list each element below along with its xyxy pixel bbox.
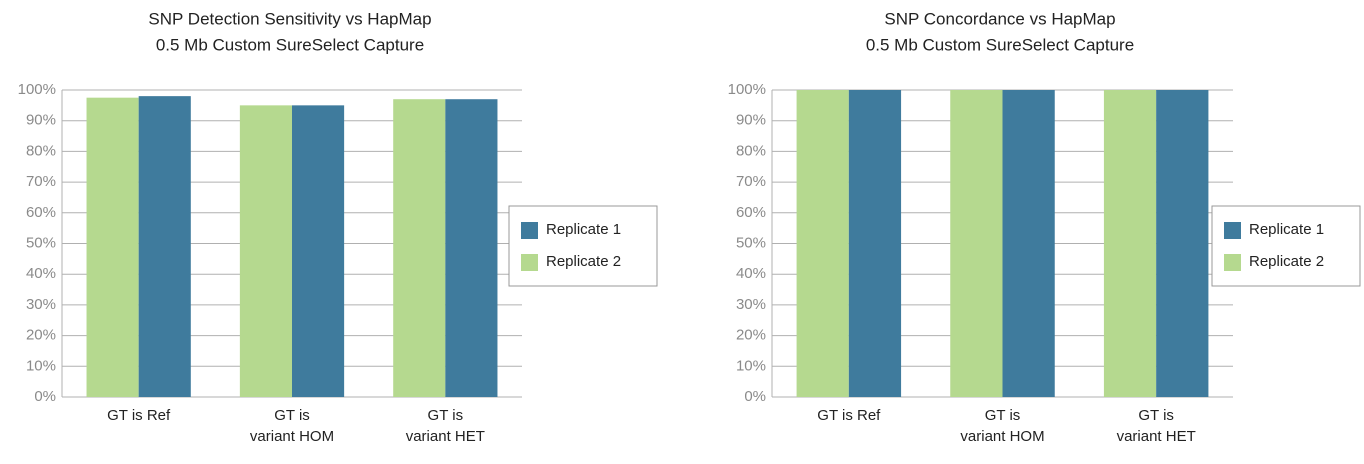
legend-box bbox=[508, 205, 658, 287]
bar bbox=[1156, 90, 1209, 397]
x-tick-label: GT is Ref bbox=[107, 407, 171, 424]
legend-box bbox=[1211, 205, 1361, 287]
y-tick-label: 100% bbox=[18, 81, 56, 98]
legend-label: Replicate 1 bbox=[1249, 221, 1324, 238]
bar bbox=[445, 99, 498, 398]
x-tick-label: variant HET bbox=[406, 428, 485, 445]
bar bbox=[393, 99, 446, 398]
x-tick-label: GT is Ref bbox=[817, 407, 881, 424]
y-tick-label: 20% bbox=[736, 327, 766, 344]
chart-subtitle: 0.5 Mb Custom SureSelect Capture bbox=[866, 35, 1134, 54]
bar bbox=[796, 90, 849, 397]
y-tick-label: 20% bbox=[26, 327, 56, 344]
bar bbox=[138, 96, 191, 397]
y-tick-label: 30% bbox=[736, 296, 766, 313]
y-tick-label: 80% bbox=[736, 142, 766, 159]
x-tick-label: variant HET bbox=[1117, 428, 1196, 445]
y-tick-label: 60% bbox=[736, 204, 766, 221]
legend-swatch bbox=[1224, 222, 1241, 239]
y-tick-label: 90% bbox=[736, 112, 766, 129]
x-tick-label: variant HOM bbox=[960, 428, 1044, 445]
bar bbox=[292, 105, 345, 397]
y-tick-label: 100% bbox=[728, 81, 766, 98]
y-tick-label: 70% bbox=[736, 173, 766, 190]
legend-label: Replicate 2 bbox=[1249, 253, 1324, 270]
legend-swatch bbox=[1224, 254, 1241, 271]
chart-subtitle: 0.5 Mb Custom SureSelect Capture bbox=[156, 35, 424, 54]
y-tick-label: 90% bbox=[26, 112, 56, 129]
y-tick-label: 30% bbox=[26, 296, 56, 313]
y-tick-label: 0% bbox=[744, 388, 766, 405]
bar bbox=[86, 97, 139, 398]
x-tick-label: variant HOM bbox=[250, 428, 334, 445]
bar bbox=[848, 90, 902, 397]
legend-swatch bbox=[521, 222, 538, 239]
chart-title: SNP Detection Sensitivity vs HapMap bbox=[148, 9, 431, 28]
bar bbox=[239, 105, 292, 397]
y-tick-label: 80% bbox=[26, 142, 56, 159]
x-tick-label: GT is bbox=[1138, 407, 1174, 424]
y-tick-label: 50% bbox=[26, 234, 56, 251]
legend-swatch bbox=[521, 254, 538, 271]
x-tick-label: GT is bbox=[274, 407, 310, 424]
y-tick-label: 50% bbox=[736, 234, 766, 251]
x-tick-label: GT is bbox=[985, 407, 1021, 424]
y-tick-label: 40% bbox=[736, 265, 766, 282]
y-tick-label: 0% bbox=[34, 388, 56, 405]
chart-title: SNP Concordance vs HapMap bbox=[884, 9, 1115, 28]
legend-label: Replicate 1 bbox=[546, 221, 621, 238]
bar bbox=[950, 90, 1003, 397]
y-tick-label: 60% bbox=[26, 204, 56, 221]
legend-label: Replicate 2 bbox=[546, 253, 621, 270]
bar bbox=[1103, 90, 1157, 397]
y-tick-label: 70% bbox=[26, 173, 56, 190]
bar bbox=[1002, 90, 1055, 397]
y-tick-label: 10% bbox=[736, 357, 766, 374]
y-tick-label: 10% bbox=[26, 357, 56, 374]
x-tick-label: GT is bbox=[428, 407, 464, 424]
y-tick-label: 40% bbox=[26, 265, 56, 282]
